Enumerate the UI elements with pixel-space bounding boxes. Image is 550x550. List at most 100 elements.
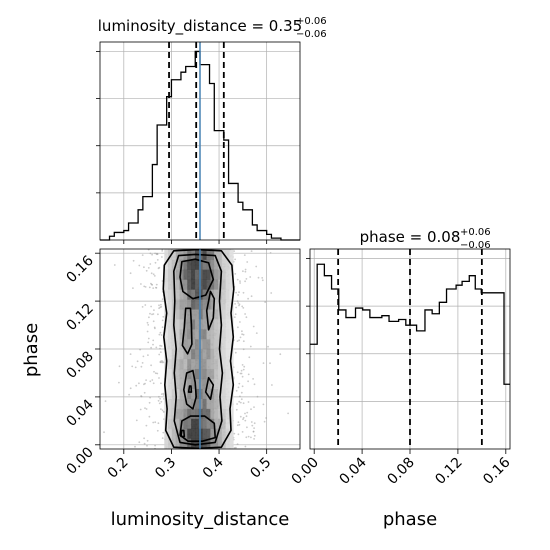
sample-point (158, 266, 161, 269)
dist-hist-title-sup: +0.06 (296, 16, 327, 27)
density-cell (187, 309, 192, 320)
density-cell (168, 269, 173, 280)
sample-point (234, 313, 237, 316)
density-cell (187, 349, 192, 360)
density-cell (187, 319, 192, 330)
sample-point (234, 258, 237, 261)
density-cell (183, 279, 188, 290)
density-cell (225, 289, 230, 300)
sample-point (134, 445, 136, 448)
density-cell (221, 259, 226, 270)
density-cell (206, 418, 211, 429)
sample-point (149, 312, 151, 315)
sample-point (161, 319, 164, 322)
sample-point (144, 286, 147, 288)
density-contour (187, 385, 193, 393)
sample-point (247, 297, 250, 300)
sample-point (154, 444, 157, 447)
density-cell (218, 438, 223, 449)
sample-point (238, 382, 241, 385)
density-cell (202, 269, 207, 280)
sample-point (155, 283, 158, 286)
density-cell (221, 418, 226, 429)
sample-point (151, 379, 154, 381)
sample-point (233, 447, 236, 449)
density-cell (172, 349, 177, 360)
sample-point (158, 304, 160, 307)
density-cell (183, 299, 188, 310)
sample-point (158, 402, 161, 405)
sample-point (245, 316, 248, 319)
scatter-2d-y-tick-label: 0.04 (63, 396, 96, 429)
sample-point (147, 267, 150, 269)
phase-hist-panel: phase = 0.08 +0.06 −0.06 0.00 0.04 0.08 0.1… (289, 227, 514, 530)
density-cell (198, 299, 203, 310)
x-axis-label-phase: phase (383, 509, 437, 530)
sample-point (250, 295, 253, 298)
density-cell (168, 368, 173, 380)
density-cell (168, 408, 173, 419)
sample-point (150, 305, 153, 308)
density-cell (172, 259, 177, 270)
density-cell (195, 388, 200, 399)
density-cell (198, 408, 203, 419)
sample-point (145, 408, 148, 410)
density-cell (225, 269, 230, 280)
sample-point (241, 431, 244, 433)
density-cell (202, 428, 207, 439)
sample-point (246, 411, 249, 414)
density-cell (172, 428, 177, 439)
dist-hist-bar (229, 183, 239, 240)
density-cell (210, 319, 215, 330)
density-cell (214, 408, 219, 419)
scatter-2d-panel: 0.2 0.3 0.4 0.5 0.00 0.04 0.08 0.12 0.16 luminos… (21, 248, 301, 530)
density-cell (221, 269, 226, 280)
density-cell (198, 279, 203, 290)
density-cell (172, 249, 177, 260)
density-cell (202, 299, 207, 310)
sample-point (253, 406, 255, 408)
density-contour (162, 249, 235, 449)
density-cell (202, 339, 207, 350)
density-cell (210, 349, 215, 360)
density-cell (175, 349, 180, 360)
density-cell (218, 378, 223, 389)
density-cell (168, 259, 173, 270)
density-cell (214, 339, 219, 350)
scatter-2d-y-tick-label: 0.16 (63, 253, 96, 286)
density-cell (214, 368, 219, 380)
sample-point (242, 418, 244, 421)
scatter-2d-contours (162, 249, 235, 449)
density-cell (168, 388, 173, 399)
density-cell (198, 259, 203, 270)
dist-hist-bar (181, 72, 186, 240)
phase-x-tick-label: 0.16 (480, 454, 513, 487)
phase-hist-bar (339, 310, 346, 449)
sample-point (246, 261, 249, 263)
density-cell (221, 309, 226, 320)
y-axis-label-phase: phase (21, 323, 42, 377)
sample-point (257, 276, 260, 279)
sample-point (162, 394, 165, 396)
sample-point (136, 360, 139, 363)
density-contour (173, 253, 224, 446)
density-cell (179, 368, 184, 380)
sample-point (242, 333, 245, 336)
density-cell (164, 299, 169, 310)
sample-point (147, 324, 150, 326)
density-cell (187, 428, 192, 439)
sample-point (233, 316, 236, 318)
density-cell (198, 329, 203, 340)
sample-point (270, 292, 273, 294)
density-cell (206, 309, 211, 320)
sample-point (237, 302, 240, 304)
density-cell (218, 408, 223, 419)
sample-point (143, 266, 145, 269)
sample-point (239, 336, 242, 339)
density-cell (191, 378, 196, 389)
density-cell (214, 388, 219, 399)
sample-point (149, 380, 152, 383)
sample-point (153, 309, 155, 311)
density-cell (187, 299, 192, 310)
